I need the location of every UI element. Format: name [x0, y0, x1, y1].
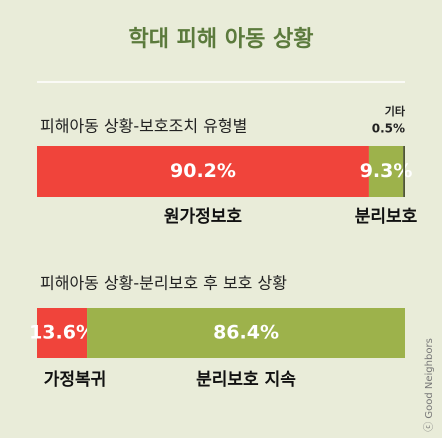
- bar-segment: [87, 308, 405, 358]
- value-label: 13.6%: [29, 322, 95, 344]
- value-label: 9.3%: [360, 160, 413, 182]
- bar-segment: [403, 146, 405, 197]
- segment-name: 분리보호 지속: [196, 370, 296, 390]
- segment-name: 기타: [385, 104, 406, 118]
- bar-segment: [368, 146, 404, 197]
- credit: ⓒ Good Neighbors: [423, 338, 435, 432]
- bar-segment: [37, 308, 88, 358]
- segment-name: 원가정보호: [164, 207, 243, 227]
- segment-name: 분리보호: [355, 207, 418, 227]
- bar-segment: [37, 146, 369, 197]
- value-label: 0.5%: [372, 122, 405, 136]
- value-label: 90.2%: [170, 160, 236, 182]
- value-label: 86.4%: [213, 322, 279, 344]
- chart-title: 피해아동 상황-분리보호 후 보호 상황: [40, 274, 287, 293]
- segment-name: 가정복귀: [44, 370, 107, 390]
- chart-title: 피해아동 상황-보호조치 유형별: [40, 117, 247, 136]
- main-title: 학대 피해 아동 상황: [129, 27, 314, 52]
